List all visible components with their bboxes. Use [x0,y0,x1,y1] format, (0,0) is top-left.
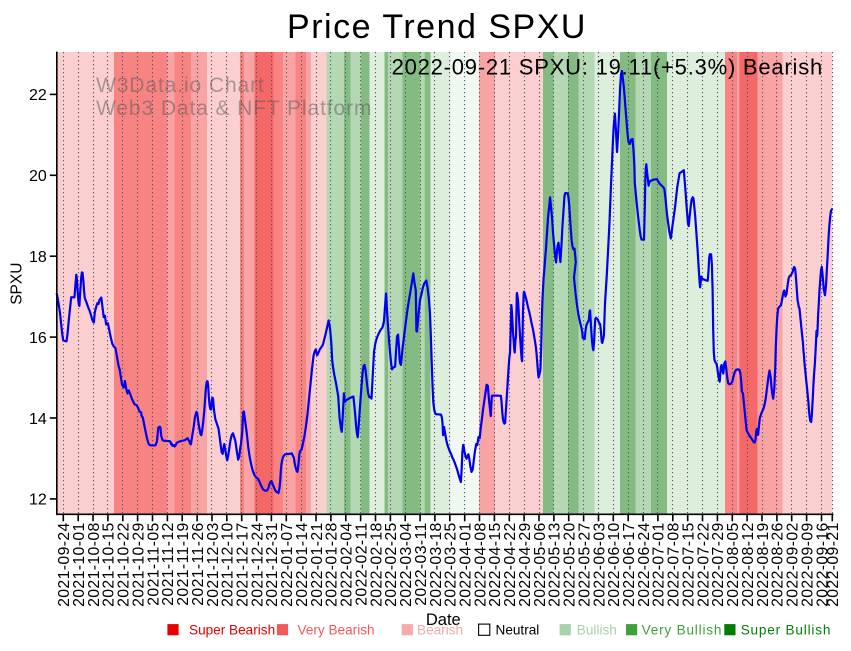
svg-text:2022-08-05: 2022-08-05 [725,522,742,607]
svg-text:2022-04-08: 2022-04-08 [472,522,489,607]
svg-text:Bullish: Bullish [577,623,617,638]
svg-text:18: 18 [29,249,47,266]
svg-text:2022-07-15: 2022-07-15 [681,522,698,607]
svg-text:Super Bearish: Super Bearish [189,623,275,638]
svg-text:2022-02-25: 2022-02-25 [383,522,400,607]
svg-text:2021-10-22: 2021-10-22 [116,522,133,607]
svg-text:2021-12-03: 2021-12-03 [205,522,222,607]
svg-text:2022-09-02: 2022-09-02 [785,522,802,607]
svg-text:2022-06-10: 2022-06-10 [606,522,623,607]
svg-text:Date: Date [426,611,461,629]
svg-text:2021-10-29: 2021-10-29 [130,522,147,607]
svg-text:Very Bullish: Very Bullish [642,623,723,638]
svg-text:2021-12-31: 2021-12-31 [264,522,281,607]
svg-text:2022-06-17: 2022-06-17 [621,522,638,607]
svg-text:2022-03-11: 2022-03-11 [413,522,430,605]
svg-text:2022-04-15: 2022-04-15 [487,522,504,607]
svg-text:2022-08-12: 2022-08-12 [740,522,757,607]
svg-text:2022-09-21 SPXU: 19.11(+5.3%): 2022-09-21 SPXU: 19.11(+5.3%) Bearish [392,54,823,79]
svg-text:2022-09-16: 2022-09-16 [814,522,831,607]
svg-text:2021-11-26: 2021-11-26 [190,522,207,605]
svg-text:2021-10-08: 2021-10-08 [86,522,103,607]
svg-text:2022-01-07: 2022-01-07 [279,522,296,607]
svg-text:2022-02-04: 2022-02-04 [339,522,356,607]
svg-text:2021-12-10: 2021-12-10 [220,522,237,607]
svg-text:2021-09-24: 2021-09-24 [56,522,73,607]
svg-text:2021-11-05: 2021-11-05 [145,522,162,605]
svg-text:2022-01-21: 2022-01-21 [309,522,326,607]
svg-text:Price Trend SPXU: Price Trend SPXU [287,8,587,46]
svg-text:2022-07-22: 2022-07-22 [695,522,712,607]
svg-text:W3Data.io Chart: W3Data.io Chart [96,74,265,97]
svg-text:2022-03-25: 2022-03-25 [443,522,460,607]
svg-text:2022-07-29: 2022-07-29 [710,522,727,607]
svg-text:2022-05-20: 2022-05-20 [562,522,579,607]
svg-text:14: 14 [29,411,47,428]
svg-text:2022-06-24: 2022-06-24 [636,522,653,607]
svg-text:2021-11-19: 2021-11-19 [175,522,192,605]
svg-text:2022-05-06: 2022-05-06 [532,522,549,607]
svg-text:2022-03-18: 2022-03-18 [428,522,445,607]
svg-text:2022-03-04: 2022-03-04 [398,522,415,607]
svg-text:2022-01-28: 2022-01-28 [324,522,341,607]
svg-text:20: 20 [29,168,47,185]
svg-text:2022-06-03: 2022-06-03 [591,522,608,607]
svg-text:2021-12-17: 2021-12-17 [235,522,252,607]
svg-text:16: 16 [29,330,47,347]
svg-text:Very Bearish: Very Bearish [298,623,375,638]
svg-text:2022-04-29: 2022-04-29 [517,522,534,607]
svg-text:2021-11-12: 2021-11-12 [160,522,177,605]
svg-text:Super Bullish: Super Bullish [741,623,832,638]
svg-text:2022-08-26: 2022-08-26 [770,522,787,607]
svg-text:2022-09-21: 2022-09-21 [825,522,842,607]
svg-text:2022-05-27: 2022-05-27 [576,522,593,607]
svg-text:2022-09-09: 2022-09-09 [799,522,816,607]
svg-text:2021-12-24: 2021-12-24 [249,522,266,607]
svg-text:2022-08-19: 2022-08-19 [755,522,772,607]
svg-text:2022-01-14: 2022-01-14 [294,522,311,607]
svg-text:Web3 Data & NFT Platform: Web3 Data & NFT Platform [96,97,372,120]
svg-text:12: 12 [29,492,47,509]
svg-text:Neutral: Neutral [496,623,540,638]
svg-text:2022-07-08: 2022-07-08 [666,522,683,607]
svg-text:2022-05-13: 2022-05-13 [547,522,564,607]
svg-text:2021-10-01: 2021-10-01 [71,522,88,607]
svg-text:2022-04-22: 2022-04-22 [502,522,519,607]
svg-text:2022-07-01: 2022-07-01 [651,522,668,607]
svg-text:SPXU: SPXU [9,263,26,305]
svg-text:2021-10-15: 2021-10-15 [101,522,118,607]
svg-text:2022-02-11: 2022-02-11 [353,522,370,605]
svg-text:2022-02-18: 2022-02-18 [368,522,385,607]
svg-text:Bearish: Bearish [417,623,463,638]
svg-text:2022-04-01: 2022-04-01 [458,522,475,607]
svg-text:22: 22 [29,87,47,104]
